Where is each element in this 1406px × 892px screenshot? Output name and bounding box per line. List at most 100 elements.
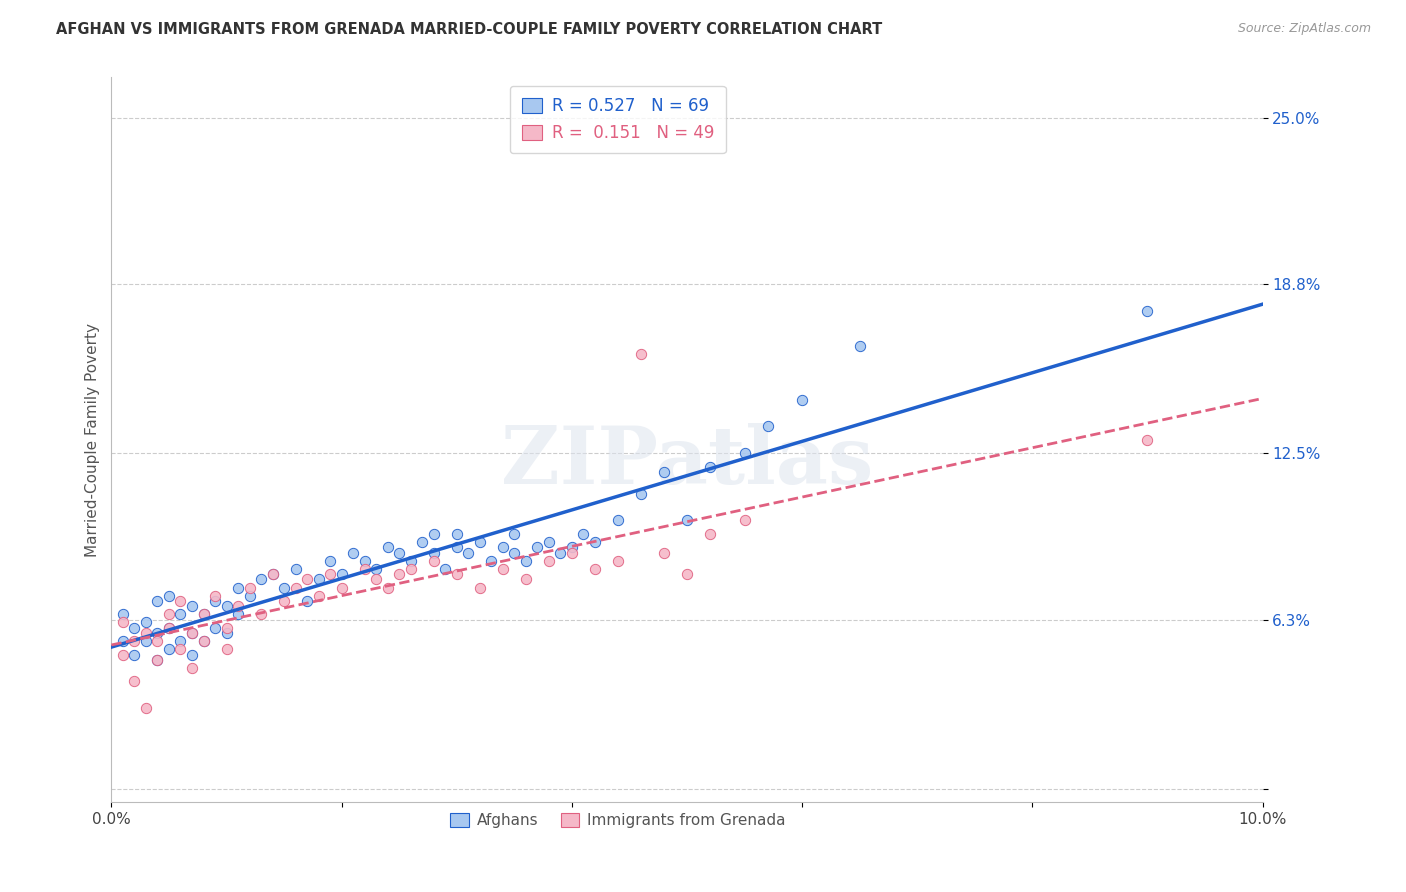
Point [572, 526, 595, 541]
Point [792, 392, 814, 407]
Point [181, 661, 204, 675]
Point [446, 540, 468, 554]
Point [492, 540, 515, 554]
Point [503, 526, 526, 541]
Point [215, 642, 238, 657]
Point [226, 599, 249, 614]
Point [135, 701, 157, 715]
Point [169, 642, 191, 657]
Point [366, 562, 388, 576]
Point [204, 621, 226, 635]
Point [561, 540, 583, 554]
Point [193, 607, 215, 622]
Point [226, 581, 249, 595]
Point [157, 642, 180, 657]
Point [526, 540, 548, 554]
Point [215, 621, 238, 635]
Point [124, 634, 146, 648]
Point [111, 648, 134, 662]
Point [181, 648, 204, 662]
Point [181, 599, 204, 614]
Point [652, 465, 675, 479]
Point [537, 554, 560, 568]
Point [583, 562, 606, 576]
Point [124, 648, 146, 662]
Point [422, 554, 444, 568]
Point [193, 607, 215, 622]
Point [284, 562, 307, 576]
Point [606, 554, 628, 568]
Point [1136, 304, 1159, 318]
Point [446, 567, 468, 582]
Point [157, 607, 180, 622]
Point [193, 634, 215, 648]
Point [111, 615, 134, 630]
Point [652, 546, 675, 560]
Point [583, 534, 606, 549]
Point [193, 634, 215, 648]
Text: AFGHAN VS IMMIGRANTS FROM GRENADA MARRIED-COUPLE FAMILY POVERTY CORRELATION CHAR: AFGHAN VS IMMIGRANTS FROM GRENADA MARRIE… [56, 22, 883, 37]
Point [204, 594, 226, 608]
Point [295, 594, 318, 608]
Point [353, 554, 375, 568]
Point [468, 534, 491, 549]
Point [157, 589, 180, 603]
Point [422, 546, 444, 560]
Point [388, 567, 411, 582]
Point [169, 607, 191, 622]
Point [537, 534, 560, 549]
Point [273, 594, 295, 608]
Point [319, 567, 342, 582]
Point [699, 459, 721, 474]
Point [111, 607, 134, 622]
Point [399, 554, 422, 568]
Point [676, 513, 699, 527]
Point [342, 546, 364, 560]
Point [366, 573, 388, 587]
Point [630, 486, 652, 500]
Point [734, 446, 756, 460]
Point [377, 581, 399, 595]
Point [457, 546, 479, 560]
Point [630, 347, 652, 361]
Point [146, 626, 169, 640]
Point [756, 419, 779, 434]
Point [330, 567, 353, 582]
Point [411, 534, 433, 549]
Point [262, 567, 284, 582]
Point [169, 594, 191, 608]
Point [606, 513, 628, 527]
Point [146, 594, 169, 608]
Point [111, 634, 134, 648]
Point [446, 526, 468, 541]
Point [308, 589, 330, 603]
Point [734, 513, 756, 527]
Point [550, 546, 572, 560]
Point [319, 554, 342, 568]
Point [377, 540, 399, 554]
Point [146, 653, 169, 667]
Point [273, 581, 295, 595]
Point [124, 674, 146, 689]
Point [238, 581, 260, 595]
Point [135, 634, 157, 648]
Text: ZIPatlas: ZIPatlas [501, 423, 873, 500]
Point [468, 581, 491, 595]
Point [135, 626, 157, 640]
Point [215, 599, 238, 614]
Point [388, 546, 411, 560]
Point [699, 526, 721, 541]
Point [124, 621, 146, 635]
Point [422, 526, 444, 541]
Point [399, 562, 422, 576]
Point [479, 554, 502, 568]
Point [169, 634, 191, 648]
Point [295, 573, 318, 587]
Point [848, 339, 870, 353]
Point [204, 589, 226, 603]
Point [284, 581, 307, 595]
Y-axis label: Married-Couple Family Poverty: Married-Couple Family Poverty [86, 323, 100, 557]
Point [353, 562, 375, 576]
Point [308, 573, 330, 587]
Point [215, 626, 238, 640]
